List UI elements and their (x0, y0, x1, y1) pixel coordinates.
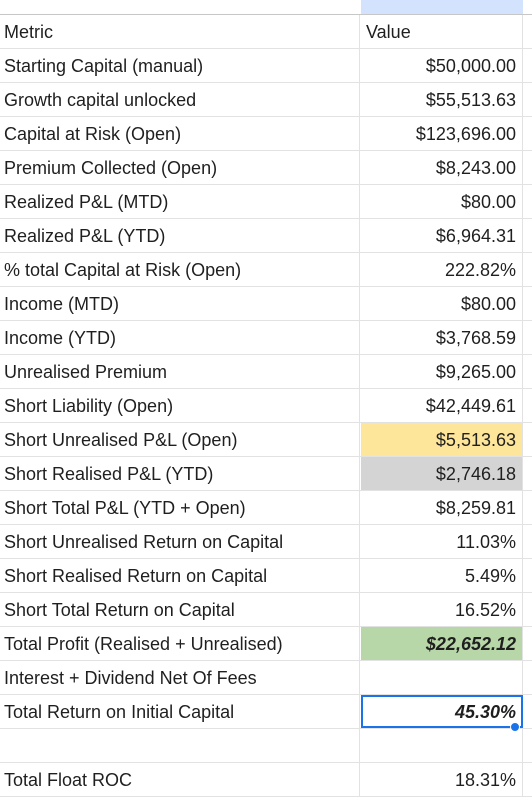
table-row: Total Float ROC 18.31% (0, 763, 532, 797)
value-cell[interactable]: 18.31% (361, 763, 523, 796)
selected-cell-value: 45.30% (454, 702, 516, 722)
value-cell[interactable]: $123,696.00 (361, 117, 523, 150)
metric-cell[interactable]: Realized P&L (YTD) (0, 219, 360, 252)
value-cell-highlighted[interactable]: $2,746.18 (361, 457, 523, 490)
metric-cell[interactable]: Short Liability (Open) (0, 389, 360, 422)
table-row: Short Total Return on Capital 16.52% (0, 593, 532, 627)
metric-cell[interactable]: % total Capital at Risk (Open) (0, 253, 360, 286)
metric-cell[interactable] (0, 729, 360, 762)
table-row: % total Capital at Risk (Open) 222.82% (0, 253, 532, 287)
value-cell[interactable]: $50,000.00 (361, 49, 523, 82)
value-cell[interactable]: $80.00 (361, 185, 523, 218)
table-row: Total Profit (Realised + Unrealised) $22… (0, 627, 532, 661)
selected-cell[interactable]: 45.30% (361, 695, 523, 732)
metric-cell[interactable]: Starting Capital (manual) (0, 49, 360, 82)
table-row: Short Unrealised P&L (Open) $5,513.63 (0, 423, 532, 457)
table-row: Income (YTD) $3,768.59 (0, 321, 532, 355)
value-cell-highlighted[interactable]: $5,513.63 (361, 423, 523, 456)
value-cell[interactable]: 5.49% (361, 559, 523, 592)
table-row: Total Return on Initial Capital 45.30% (0, 695, 532, 732)
sheet-grid: Metric Value Starting Capital (manual) $… (0, 15, 532, 797)
metric-cell[interactable]: Total Float ROC (0, 763, 360, 796)
metric-cell[interactable]: Short Total Return on Capital (0, 593, 360, 626)
metric-cell[interactable]: Interest + Dividend Net Of Fees (0, 661, 360, 694)
table-row: Short Liability (Open) $42,449.61 (0, 389, 532, 423)
value-cell[interactable]: 222.82% (361, 253, 523, 286)
value-cell[interactable]: 16.52% (361, 593, 523, 626)
header-row: Metric Value (0, 15, 532, 49)
header-metric-cell[interactable]: Metric (0, 15, 360, 48)
value-cell[interactable] (361, 729, 523, 762)
metric-cell[interactable]: Short Unrealised Return on Capital (0, 525, 360, 558)
value-cell[interactable] (361, 661, 523, 694)
metric-cell[interactable]: Short Total P&L (YTD + Open) (0, 491, 360, 524)
metric-cell[interactable]: Capital at Risk (Open) (0, 117, 360, 150)
value-cell-highlighted[interactable]: $22,652.12 (361, 627, 523, 660)
value-cell[interactable]: $3,768.59 (361, 321, 523, 354)
table-row: Income (MTD) $80.00 (0, 287, 532, 321)
table-row: Short Unrealised Return on Capital 11.03… (0, 525, 532, 559)
value-cell[interactable]: $8,259.81 (361, 491, 523, 524)
metric-cell[interactable]: Short Realised P&L (YTD) (0, 457, 360, 490)
metric-cell[interactable]: Short Realised Return on Capital (0, 559, 360, 592)
table-row: Interest + Dividend Net Of Fees (0, 661, 532, 695)
table-row: Short Realised P&L (YTD) $2,746.18 (0, 457, 532, 491)
table-row: Premium Collected (Open) $8,243.00 (0, 151, 532, 185)
table-row: Capital at Risk (Open) $123,696.00 (0, 117, 532, 151)
metric-cell[interactable]: Short Unrealised P&L (Open) (0, 423, 360, 456)
column-b-header-selected[interactable] (361, 0, 523, 14)
table-row: Short Realised Return on Capital 5.49% (0, 559, 532, 593)
value-cell[interactable]: $6,964.31 (361, 219, 523, 252)
value-cell[interactable]: $9,265.00 (361, 355, 523, 388)
table-row: Starting Capital (manual) $50,000.00 (0, 49, 532, 83)
table-row: Realized P&L (MTD) $80.00 (0, 185, 532, 219)
value-cell[interactable]: 11.03% (361, 525, 523, 558)
metric-cell[interactable]: Premium Collected (Open) (0, 151, 360, 184)
table-row: Unrealised Premium $9,265.00 (0, 355, 532, 389)
metric-cell[interactable]: Income (YTD) (0, 321, 360, 354)
table-row: Growth capital unlocked $55,513.63 (0, 83, 532, 117)
metric-cell[interactable]: Total Return on Initial Capital (0, 695, 360, 728)
metric-cell[interactable]: Total Profit (Realised + Unrealised) (0, 627, 360, 660)
table-row: Realized P&L (YTD) $6,964.31 (0, 219, 532, 253)
value-cell[interactable]: $8,243.00 (361, 151, 523, 184)
metric-cell[interactable]: Unrealised Premium (0, 355, 360, 388)
value-cell[interactable]: $80.00 (361, 287, 523, 320)
metric-cell[interactable]: Income (MTD) (0, 287, 360, 320)
metric-cell[interactable]: Realized P&L (MTD) (0, 185, 360, 218)
metric-cell[interactable]: Growth capital unlocked (0, 83, 360, 116)
value-cell[interactable]: $42,449.61 (361, 389, 523, 422)
value-cell[interactable]: $55,513.63 (361, 83, 523, 116)
header-value-cell[interactable]: Value (361, 15, 523, 48)
fill-handle[interactable] (510, 722, 520, 732)
column-header-bar (0, 0, 532, 15)
table-row (0, 729, 532, 763)
table-row: Short Total P&L (YTD + Open) $8,259.81 (0, 491, 532, 525)
